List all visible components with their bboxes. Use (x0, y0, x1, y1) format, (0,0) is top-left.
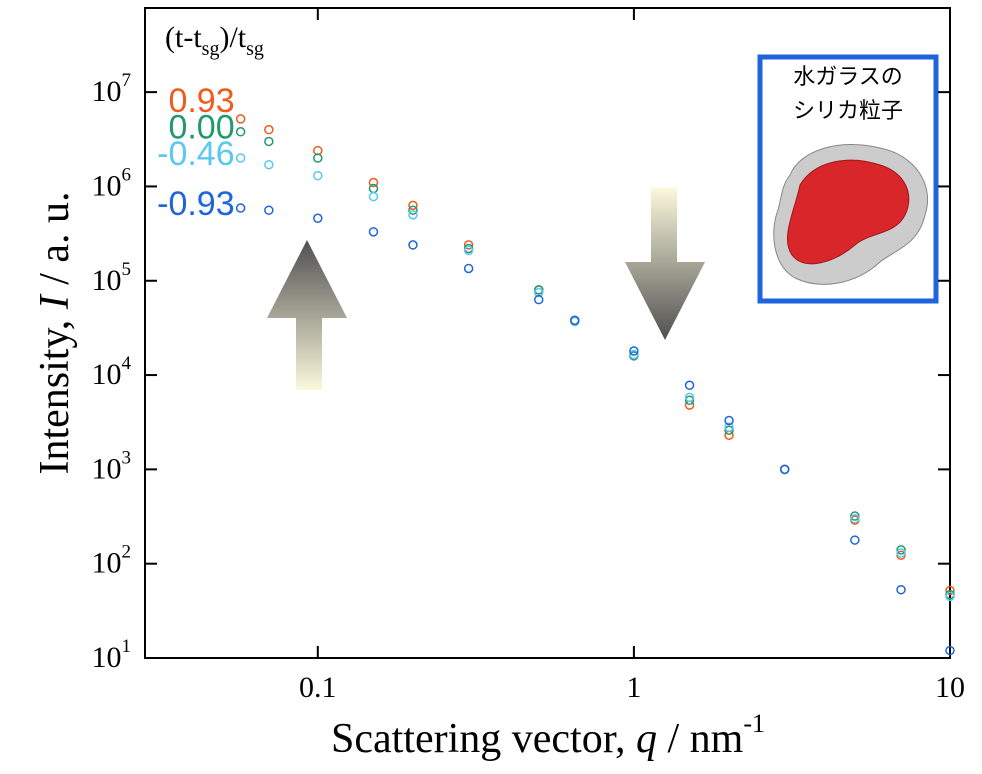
point (235, 153, 246, 163)
point (235, 203, 246, 213)
x-label-part: q (636, 716, 657, 762)
y-tick-base: 10 (92, 547, 122, 580)
point (463, 263, 474, 274)
y-label-part: Intensity, (32, 309, 78, 474)
inset: 水ガラスの シリカ粒子 (757, 54, 939, 304)
point (408, 200, 418, 211)
y-tick-label: 103 (92, 448, 132, 486)
plot-frame (144, 7, 951, 659)
point (313, 170, 323, 181)
y-tick-base: 10 (92, 75, 122, 108)
y-tick-base: 10 (92, 452, 122, 485)
x-tick-label: 1 (626, 671, 641, 704)
legend-title-part: sg (202, 38, 220, 60)
y-tick-base: 10 (92, 641, 122, 674)
point (724, 422, 734, 432)
down-arrow (625, 188, 705, 340)
point (850, 535, 860, 545)
y-tick-base: 10 (92, 169, 122, 202)
point (408, 205, 418, 215)
point (235, 127, 246, 137)
point (629, 349, 639, 360)
point (945, 585, 955, 596)
point (724, 415, 734, 426)
point (235, 114, 246, 124)
point (463, 240, 474, 250)
x-tick-label: 10 (935, 671, 965, 704)
series (235, 203, 955, 656)
x-tick-label: 0.1 (299, 671, 337, 704)
legend-title-part: (t-t (165, 21, 202, 54)
y-axis-label: Intensity, I / a. u. (32, 191, 78, 474)
point (408, 240, 418, 250)
x-axis-label: Scattering vector, q / nm-1 (331, 709, 765, 762)
point (533, 285, 544, 295)
point (684, 392, 695, 403)
y-tick-exp: 7 (122, 70, 132, 91)
point (264, 159, 274, 170)
point (368, 177, 379, 188)
point (779, 464, 790, 475)
point (724, 425, 734, 435)
y-label-part: / a. u. (32, 191, 78, 295)
y-tick-exp: 2 (122, 542, 132, 563)
point (850, 513, 860, 524)
point (264, 136, 274, 147)
y-tick-label: 101 (92, 636, 132, 674)
point (684, 395, 695, 406)
point (570, 315, 580, 326)
series (235, 153, 955, 602)
point (313, 213, 323, 224)
point (408, 210, 418, 220)
y-tick-label: 107 (92, 70, 132, 108)
point (533, 294, 544, 305)
y-label-part: I (32, 293, 78, 310)
y-tick-base: 10 (92, 264, 122, 297)
y-tick-exp: 4 (122, 353, 132, 374)
y-tick-exp: 3 (122, 448, 132, 469)
annotation: 水ガラスの (793, 65, 903, 90)
annotation: シリカ粒子 (793, 99, 903, 124)
point (264, 124, 274, 135)
y-tick-exp: 6 (122, 165, 132, 186)
legend-label: -0.46 (157, 135, 235, 173)
point (313, 153, 323, 163)
x-label-part: -1 (743, 709, 765, 738)
legend-title-part: sg (246, 38, 264, 60)
point (896, 545, 906, 555)
point (368, 227, 379, 237)
point (533, 287, 544, 298)
point (850, 511, 860, 521)
legend-label: 0.00 (168, 109, 234, 147)
legend-label: 0.93 (168, 82, 234, 120)
legend-title: (t-tsg)/tsg (165, 21, 264, 60)
y-tick-base: 10 (92, 358, 122, 391)
point (896, 548, 906, 558)
point (896, 584, 906, 595)
point (945, 645, 955, 656)
legend-title-part: )/t (219, 21, 246, 54)
y-tick-exp: 1 (122, 636, 132, 657)
point (945, 591, 955, 602)
point (264, 205, 274, 215)
x-label-part: Scattering vector, (331, 716, 636, 762)
point (684, 380, 695, 390)
point (629, 346, 639, 356)
x-label-part: / nm (657, 716, 744, 762)
up-arrow (267, 240, 347, 390)
legend-label: -0.93 (157, 185, 235, 223)
point (463, 245, 474, 256)
particle-core (787, 159, 910, 265)
y-tick-label: 102 (92, 542, 132, 580)
y-tick-label: 105 (92, 259, 132, 297)
y-tick-label: 106 (92, 165, 132, 203)
y-tick-label: 104 (92, 353, 132, 391)
y-tick-exp: 5 (122, 259, 132, 280)
point (368, 191, 379, 202)
point (368, 183, 379, 194)
